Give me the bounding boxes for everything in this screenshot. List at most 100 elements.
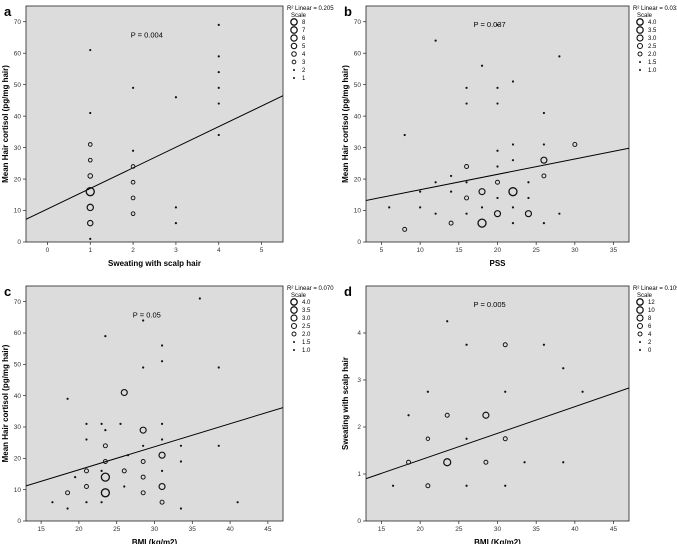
y-tick-label: 20 (14, 176, 22, 183)
data-point (419, 190, 422, 193)
fit-line (366, 147, 629, 201)
y-tick-label: 40 (354, 113, 362, 120)
y-tick-label: 1 (357, 471, 361, 478)
data-point (562, 367, 565, 370)
data-point (465, 86, 468, 89)
legend-label: 3.0 (302, 316, 311, 322)
legend-marker (636, 18, 644, 26)
panel-letter: d (344, 284, 352, 299)
legend-title: Scale (291, 13, 307, 19)
data-point (142, 319, 145, 322)
legend-label: 3.0 (648, 36, 657, 42)
data-point (217, 133, 220, 137)
panel-c: c 15 20 25 30 35 40 45 0 10 20 30 40 50 60 70 BMI (kg/m2… (1, 284, 334, 544)
x-tick-label: 25 (455, 526, 463, 533)
legend-label: 6 (302, 36, 306, 42)
data-point (465, 343, 468, 346)
x-tick-label: 25 (533, 247, 541, 254)
data-point (511, 206, 515, 209)
data-point (542, 111, 546, 115)
data-point (100, 469, 103, 472)
data-point (403, 133, 406, 137)
data-point (402, 226, 408, 232)
legend-label: 2 (302, 68, 306, 74)
data-point (508, 186, 518, 197)
legend-marker (291, 59, 297, 65)
legend-label: 1 (302, 76, 306, 82)
legend-marker (636, 314, 644, 322)
x-tick-label: 1 (88, 247, 92, 254)
x-tick-label: 2 (131, 247, 135, 254)
data-point (511, 80, 515, 83)
legend-label: 2.0 (302, 332, 311, 338)
plot-area (365, 5, 630, 243)
data-point (86, 203, 94, 212)
data-point (140, 458, 146, 464)
data-point (66, 397, 69, 400)
data-point (85, 186, 95, 197)
p-value: P = 0.037 (474, 20, 506, 29)
data-point (511, 159, 515, 162)
data-point (130, 211, 136, 217)
data-point (477, 218, 487, 228)
data-point (236, 501, 239, 504)
data-point (217, 55, 220, 58)
data-point (131, 149, 135, 152)
data-point (217, 366, 220, 369)
legend-label: 4 (648, 332, 652, 338)
data-point (496, 23, 499, 26)
legend-marker (637, 51, 643, 57)
y-axis-title: Mean Hair cortisol (pg/mg hair) (1, 344, 10, 462)
data-point (130, 164, 136, 169)
data-point (465, 212, 468, 215)
y-tick-label: 30 (14, 424, 22, 431)
legend-label: 8 (302, 20, 306, 26)
data-point (217, 86, 220, 89)
data-point (496, 165, 499, 168)
data-point (87, 142, 93, 147)
plot-area (365, 285, 630, 522)
legend-label: 1.5 (302, 340, 311, 346)
data-point (66, 507, 69, 510)
data-point (540, 156, 548, 164)
legend-marker (639, 341, 641, 343)
data-point (85, 422, 88, 425)
data-point (85, 501, 88, 504)
y-tick-label: 2 (357, 424, 361, 431)
data-point (465, 102, 468, 105)
legend-marker (639, 349, 641, 351)
data-point (426, 390, 429, 393)
data-point (174, 222, 178, 225)
legend-title: Scale (637, 13, 653, 19)
data-point (131, 86, 135, 89)
y-tick-label: 20 (354, 176, 362, 183)
data-point (217, 444, 220, 447)
y-tick-label: 30 (14, 145, 22, 152)
y-tick-label: 0 (17, 239, 21, 246)
data-point (391, 484, 395, 487)
y-axis-title: Mean Hair cortisol (pg/mg hair) (1, 65, 10, 183)
y-tick-label: 50 (14, 82, 22, 89)
x-tick-label: 35 (189, 526, 197, 533)
data-point (465, 437, 468, 440)
y-tick-label: 60 (14, 330, 22, 337)
data-point (83, 484, 89, 490)
p-value: P = 0.004 (131, 31, 163, 40)
data-point (562, 461, 565, 464)
data-point (89, 111, 92, 115)
data-point (558, 212, 561, 215)
legend-marker (290, 306, 298, 314)
data-point (434, 39, 437, 42)
x-tick-label: 45 (610, 526, 618, 533)
legend-label: 1.0 (648, 68, 657, 74)
data-point (465, 181, 468, 184)
data-point (419, 206, 422, 209)
data-point (407, 414, 410, 417)
y-tick-label: 60 (14, 50, 22, 57)
legend-marker (636, 34, 644, 42)
legend-marker (637, 331, 643, 337)
data-point (100, 422, 103, 425)
data-point (130, 179, 136, 185)
panel-letter: a (4, 4, 12, 19)
